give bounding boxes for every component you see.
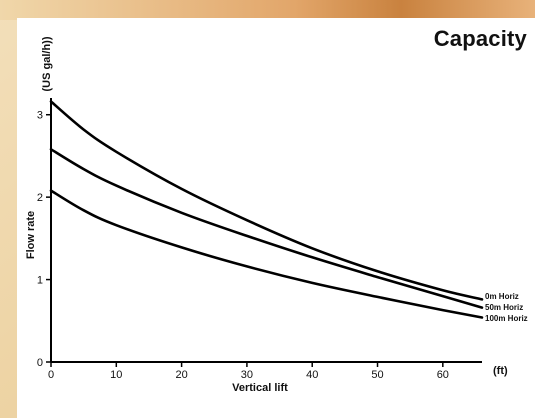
labels-group: Vertical lift (ft) Flow rate (US gal/h)) 0m …: [25, 36, 528, 394]
y-axis-unit: (US gal/h)): [41, 36, 53, 91]
series-line-2: [49, 148, 484, 309]
y-tick-label: 1: [37, 275, 43, 287]
chart-title: Capacity: [433, 26, 527, 51]
series-line-3: [49, 189, 484, 319]
y-tick-label: 2: [37, 192, 43, 204]
series-line-1: [49, 100, 484, 301]
y-axis-label: Flow rate: [25, 211, 37, 259]
x-tick-label: 60: [437, 369, 449, 381]
x-tick-label: 40: [306, 369, 318, 381]
series-group: [49, 100, 484, 319]
series-label-3: 100m Horiz: [485, 314, 528, 323]
series-label-1: 0m Horiz: [485, 292, 519, 301]
series-label-2: 50m Horiz: [485, 303, 523, 312]
y-tick-label: 0: [37, 357, 43, 369]
x-tick-label: 20: [175, 369, 187, 381]
y-tick-label: 3: [37, 110, 43, 122]
x-tick-label: 0: [48, 369, 54, 381]
x-tick-label: 10: [110, 369, 122, 381]
axes-group: 0 10 20 30 40 50 60 0 1 2 3: [37, 98, 482, 381]
x-axis-unit: (ft): [493, 365, 508, 377]
x-tick-label: 50: [371, 369, 383, 381]
x-tick-label: 30: [241, 369, 253, 381]
x-axis-label: Vertical lift: [232, 382, 288, 394]
plot-panel: [17, 18, 535, 418]
